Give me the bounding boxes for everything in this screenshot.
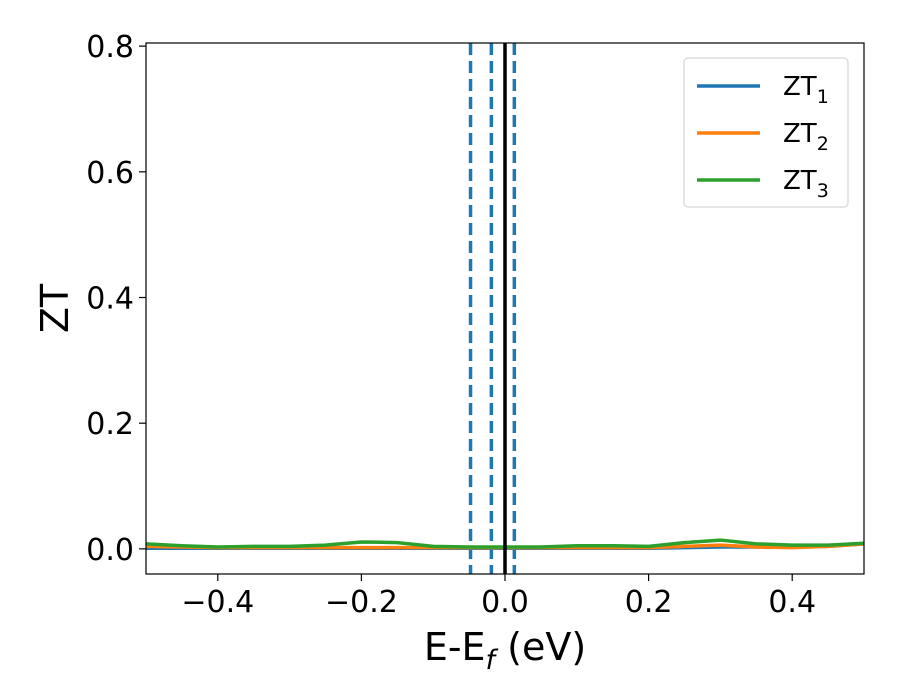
y-tick-label: 0.0 xyxy=(86,533,134,568)
legend-label-zt1: ZT1 xyxy=(783,72,829,108)
x-axis-title: E-Ef (eV) xyxy=(424,625,586,676)
x-tick-label: −0.4 xyxy=(181,585,254,620)
legend: ZT1 ZT2 ZT3 xyxy=(683,57,849,208)
legend-box xyxy=(683,57,849,208)
ticks: −0.4 −0.2 0.0 0.2 0.4 0.0 0.2 0.4 0.6 0.8 xyxy=(86,30,816,620)
x-axis-title-main: E-E xyxy=(424,625,486,669)
y-axis-title: ZT xyxy=(33,283,77,333)
y-tick-label: 0.2 xyxy=(86,407,134,442)
x-tick-label: 0.2 xyxy=(625,585,673,620)
plot-area xyxy=(146,43,864,574)
x-axis-title-tail: (eV) xyxy=(495,625,586,669)
x-tick-label: 0.0 xyxy=(481,585,529,620)
y-tick-label: 0.4 xyxy=(86,282,134,317)
x-tick-label: −0.2 xyxy=(325,585,398,620)
y-tick-label: 0.6 xyxy=(86,156,134,191)
x-tick-label: 0.4 xyxy=(768,585,816,620)
y-tick-label: 0.8 xyxy=(86,30,134,65)
legend-label-zt2: ZT2 xyxy=(783,119,829,155)
legend-label-zt3: ZT3 xyxy=(783,166,829,202)
